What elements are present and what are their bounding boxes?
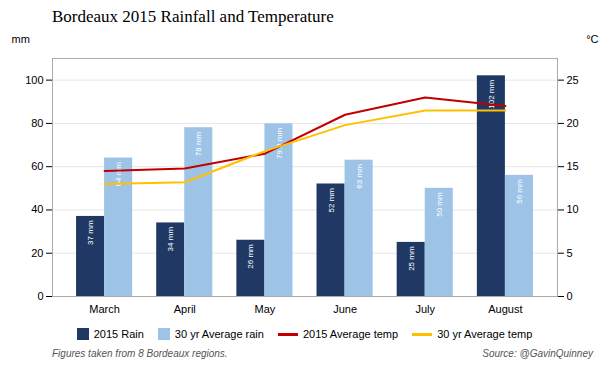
svg-text:July: July <box>415 303 435 315</box>
html-text:Source: @GavinQuinney: Source: @GavinQuinney <box>482 348 593 359</box>
svg-text:26 mm: 26 mm <box>246 244 255 269</box>
svg-text:63 mm: 63 mm <box>355 164 364 189</box>
svg-text:100: 100 <box>25 74 43 86</box>
svg-text:52 mm: 52 mm <box>327 188 336 213</box>
svg-text:79.8 mm: 79.8 mm <box>275 128 284 159</box>
html-text:30 yr Average rain: 30 yr Average rain <box>174 328 264 340</box>
svg-text:0: 0 <box>37 290 43 302</box>
svg-text:34 mm: 34 mm <box>166 227 175 252</box>
svg-text:15: 15 <box>567 160 579 172</box>
svg-text:60: 60 <box>31 160 43 172</box>
svg-text:5: 5 <box>567 247 573 259</box>
html-text:Figures taken from 8 Bordeaux: Figures taken from 8 Bordeaux regions. <box>52 348 228 359</box>
html-text:30 yr Average temp: 30 yr Average temp <box>437 328 533 340</box>
svg-text:April: April <box>174 303 196 315</box>
html-text:2015 Rain: 2015 Rain <box>93 328 144 340</box>
svg-text:°C: °C <box>586 33 598 45</box>
svg-text:March: March <box>89 303 120 315</box>
svg-text:102 mm: 102 mm <box>487 79 496 108</box>
svg-text:mm: mm <box>12 33 30 45</box>
svg-text:0: 0 <box>567 290 573 302</box>
html-text:2015 Average temp: 2015 Average temp <box>302 328 399 340</box>
svg-text:80: 80 <box>31 117 43 129</box>
svg-text:10: 10 <box>567 203 579 215</box>
svg-text:May: May <box>255 303 276 315</box>
svg-text:40: 40 <box>31 203 43 215</box>
svg-text:25 mm: 25 mm <box>407 246 416 271</box>
svg-text:June: June <box>333 303 357 315</box>
svg-text:56 mm: 56 mm <box>515 179 524 204</box>
svg-text:50 mm: 50 mm <box>435 192 444 217</box>
svg-text:64 mm: 64 mm <box>114 162 123 187</box>
svg-text:37 mm: 37 mm <box>86 220 95 245</box>
svg-text:25: 25 <box>567 74 579 86</box>
svg-text:August: August <box>488 303 522 315</box>
svg-text:78 mm: 78 mm <box>194 131 203 156</box>
html-text:Bordeaux 2015 Rainfall and Tem: Bordeaux 2015 Rainfall and Temperature <box>52 7 334 26</box>
svg-text:20: 20 <box>567 117 579 129</box>
svg-text:20: 20 <box>31 247 43 259</box>
